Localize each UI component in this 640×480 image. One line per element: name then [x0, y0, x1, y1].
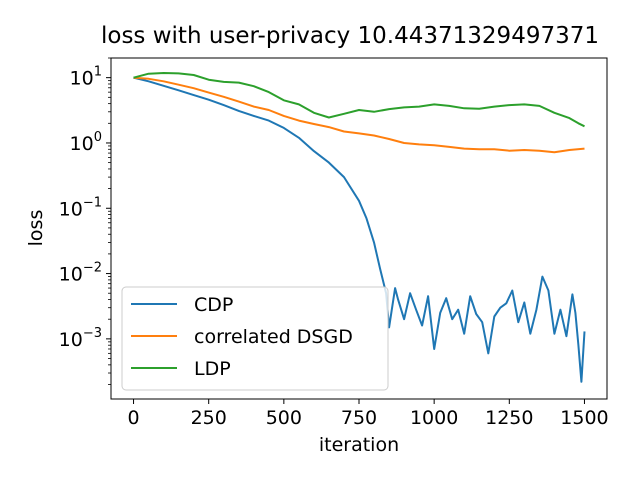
x-axis: 0 250 500 750 1000 1250 1500	[127, 399, 609, 429]
x-tick-label: 500	[266, 407, 302, 429]
y-axis-title: loss	[25, 210, 47, 247]
x-axis-title: iteration	[319, 434, 399, 456]
series-line-1	[133, 76, 585, 154]
x-tick-label: 1000	[410, 407, 458, 429]
legend: CDP correlated DSGD LDP	[121, 286, 389, 391]
legend-label: LDP	[194, 358, 231, 380]
x-tick-label: 250	[191, 407, 227, 429]
x-tick-label: 1250	[485, 407, 533, 429]
y-axis: 10−3 10−2 10−1 100 101	[59, 57, 111, 385]
legend-label: CDP	[194, 294, 233, 316]
y-tick-label: 101	[70, 65, 102, 90]
legend-label: correlated DSGD	[194, 326, 353, 348]
y-tick-label: 10−3	[59, 326, 102, 351]
y-tick-label: 10−2	[59, 261, 102, 286]
chart-title: loss with user-privacy 10.44371329497371	[101, 23, 599, 49]
series-line-0	[133, 76, 586, 383]
x-tick-label: 750	[341, 407, 377, 429]
x-tick-label: 0	[127, 407, 139, 429]
y-tick-label: 10−1	[59, 195, 102, 220]
legend-box	[121, 286, 389, 391]
x-tick-label: 1500	[560, 407, 608, 429]
plot-lines	[133, 72, 586, 383]
series-line-2	[133, 72, 585, 128]
y-tick-label: 100	[70, 130, 102, 155]
